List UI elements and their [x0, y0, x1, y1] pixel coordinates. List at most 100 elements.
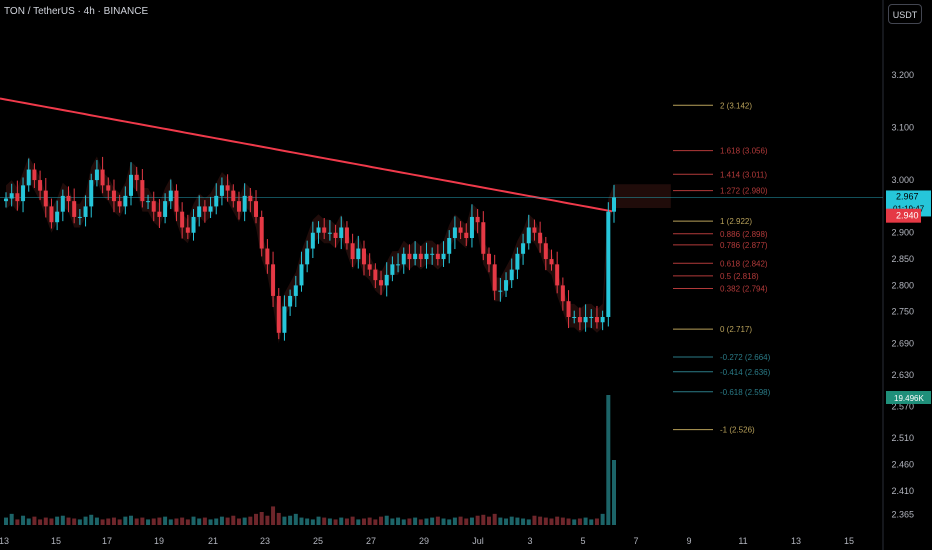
candle-body	[168, 190, 173, 202]
volume-bar	[43, 517, 48, 525]
x-tick-label: Jul	[472, 536, 484, 546]
fib-level-label: 1 (2.922)	[720, 217, 752, 226]
candle-body	[197, 206, 202, 217]
candle-body	[129, 174, 134, 196]
volume-bar	[21, 515, 26, 525]
candle-body	[225, 185, 230, 191]
volume-bar	[72, 518, 77, 525]
fib-level-label: 0 (2.717)	[720, 325, 752, 334]
candle-body	[146, 201, 151, 203]
candle-body	[185, 227, 190, 233]
volume-bar	[140, 517, 145, 525]
y-tick-label: 2.900	[891, 228, 914, 238]
candle-body	[100, 169, 105, 186]
volume-bar	[452, 517, 457, 525]
fib-level-label: -1 (2.526)	[720, 426, 755, 435]
candle-body	[231, 190, 236, 202]
volume-bar	[555, 516, 560, 525]
volume-bar	[606, 395, 611, 525]
volume-bar	[271, 506, 276, 525]
volume-bar	[146, 519, 151, 525]
candle-body	[60, 195, 65, 212]
volume-bar	[219, 516, 224, 525]
candle-body	[418, 253, 423, 260]
volume-bar	[333, 519, 338, 525]
candle-body	[600, 316, 605, 323]
volume-bar	[26, 518, 31, 525]
volume-bar	[185, 519, 190, 525]
volume-bar	[600, 513, 605, 525]
volume-bar	[492, 513, 497, 525]
fib-level-label: -0.272 (2.664)	[720, 353, 771, 362]
candle-body	[509, 269, 514, 281]
volume-bar	[305, 518, 310, 525]
volume-bar	[202, 517, 207, 525]
candle-body	[475, 216, 480, 223]
volume-bar	[441, 518, 446, 525]
volume-bar	[418, 519, 423, 525]
volume-bar	[612, 460, 616, 525]
volume-bar	[299, 517, 304, 525]
volume-bar	[572, 519, 577, 525]
volume-bar	[407, 518, 412, 525]
fib-level-label: 0.382 (2.794)	[720, 285, 768, 294]
volume-bar	[350, 516, 355, 525]
candle-body	[202, 206, 207, 212]
candle-body	[424, 253, 429, 260]
x-tick-label: 15	[844, 536, 854, 546]
volume-bar	[174, 518, 179, 525]
candle-body	[214, 195, 219, 207]
candle-body	[583, 316, 588, 323]
candle-body	[526, 227, 531, 244]
candle-body	[123, 195, 128, 207]
volume-bar	[361, 518, 366, 525]
candle-body	[464, 232, 469, 239]
candle-body	[452, 227, 457, 239]
volume-bar	[151, 518, 156, 525]
candle-body	[327, 232, 332, 234]
volume-bar	[396, 517, 401, 525]
volume-bar	[163, 516, 168, 525]
currency-button[interactable]: USDT	[888, 4, 922, 24]
volume-bar	[538, 516, 543, 525]
volume-bar	[55, 516, 60, 525]
candle-body	[21, 185, 26, 202]
volume-bar	[447, 519, 452, 525]
candle-body	[458, 227, 463, 233]
candle-body	[66, 195, 71, 202]
candle-body	[430, 253, 435, 255]
volume-bar	[413, 517, 418, 525]
ma-price-badge	[886, 208, 921, 223]
volume-bar	[344, 518, 349, 525]
candle-body	[271, 264, 276, 296]
candle-body	[9, 193, 14, 199]
candle-body	[435, 253, 440, 260]
y-tick-label: 2.850	[891, 254, 914, 264]
fib-level-label: 0.618 (2.842)	[720, 259, 768, 268]
volume-bar	[38, 519, 43, 525]
volume-bar	[134, 518, 139, 525]
candle-body	[612, 197, 616, 212]
ma-price-value: 2.940	[896, 211, 919, 221]
y-tick-label: 2.690	[891, 338, 914, 348]
candle-body	[72, 201, 77, 217]
y-tick-label: 2.510	[891, 433, 914, 443]
fib-level-label: 0.5 (2.818)	[720, 272, 759, 281]
candle-body	[413, 253, 418, 260]
candle-body	[77, 216, 82, 218]
candle-body	[299, 264, 304, 286]
candle-body	[236, 201, 241, 212]
volume-bar	[509, 516, 514, 525]
candle-body	[361, 248, 366, 265]
symbol-title: TON / TetherUS · 4h · BINANCE	[4, 6, 149, 17]
volume-bar	[117, 519, 122, 525]
moving-average-line	[0, 97, 613, 213]
candle-body	[163, 201, 168, 217]
volume-bar	[566, 518, 571, 525]
candle-body	[293, 285, 298, 296]
volume-bar	[180, 517, 185, 525]
candle-body	[521, 243, 526, 254]
volume-bar	[32, 516, 37, 525]
y-tick-label: 2.570	[891, 402, 914, 412]
